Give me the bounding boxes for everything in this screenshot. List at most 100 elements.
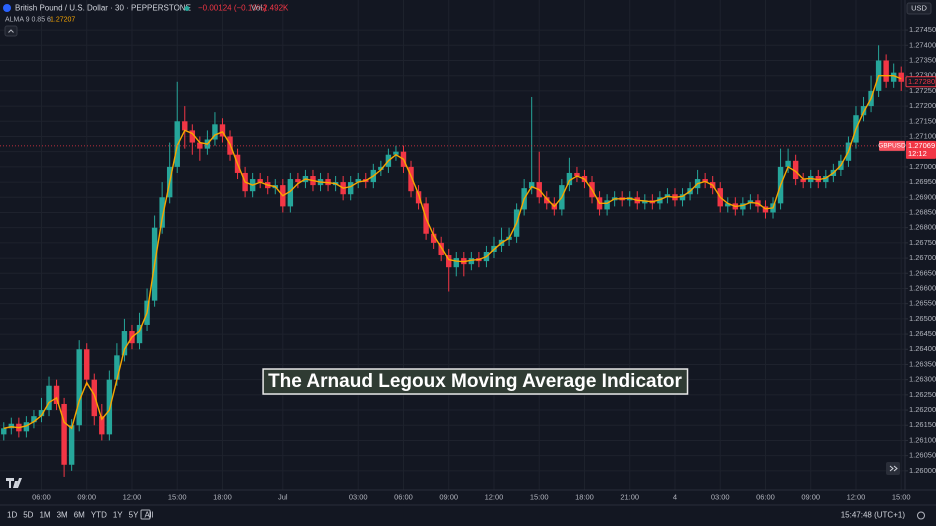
candle-body bbox=[295, 179, 301, 183]
x-tick-label: 03:00 bbox=[711, 492, 730, 501]
y-tick-label: 1.26450 bbox=[909, 329, 936, 338]
date-range-button[interactable] bbox=[140, 509, 151, 520]
y-tick-label: 1.26000 bbox=[909, 466, 936, 475]
x-tick-label: 12:00 bbox=[485, 492, 504, 501]
x-tick-label: 06:00 bbox=[32, 492, 51, 501]
x-tick-label: 09:00 bbox=[801, 492, 820, 501]
price-change: −0.00124 (−0.10%) bbox=[198, 4, 267, 13]
range-button[interactable]: 3M bbox=[57, 511, 68, 520]
candle-body bbox=[792, 160, 799, 180]
currency-box[interactable] bbox=[906, 2, 932, 15]
banner-box bbox=[262, 368, 689, 395]
y-tick-label: 1.26650 bbox=[909, 268, 936, 277]
candle-body bbox=[860, 106, 867, 116]
range-button[interactable]: 1M bbox=[39, 511, 50, 520]
price-badge bbox=[906, 140, 936, 159]
y-tick-label: 1.27300 bbox=[909, 71, 936, 80]
candle-body bbox=[68, 425, 75, 465]
candle-body bbox=[121, 331, 128, 356]
x-tick-label: 06:00 bbox=[756, 492, 775, 501]
x-tick-label: 03:00 bbox=[349, 492, 368, 501]
candle-body bbox=[642, 200, 648, 204]
candle-body bbox=[114, 355, 120, 380]
candle-body bbox=[53, 385, 60, 404]
logo bbox=[6, 478, 22, 488]
alma-layer bbox=[3, 74, 902, 430]
candle-body bbox=[159, 197, 165, 228]
x-tick-label: 21:00 bbox=[620, 492, 639, 501]
candle-body bbox=[219, 124, 226, 137]
candle-body bbox=[528, 182, 535, 189]
y-tick-label: 1.26400 bbox=[909, 344, 936, 353]
candle-body bbox=[287, 179, 294, 207]
x-tick-label: 15:00 bbox=[530, 492, 549, 501]
candle-body bbox=[38, 410, 45, 417]
y-tick-label: 1.26350 bbox=[909, 359, 936, 368]
candle-body bbox=[84, 349, 90, 380]
candle-body bbox=[430, 233, 437, 243]
x-tick-label: 12:00 bbox=[123, 492, 142, 501]
countdown-label: 12:12 bbox=[908, 149, 927, 158]
y-tick-label: 1.27350 bbox=[909, 55, 936, 64]
range-button[interactable]: 6M bbox=[74, 511, 85, 520]
x-tick-label: 4 bbox=[673, 492, 677, 501]
last-price-label: 1.27280 bbox=[908, 77, 935, 86]
candle-body bbox=[197, 142, 203, 149]
candle-body bbox=[393, 151, 399, 155]
currency[interactable]: USD bbox=[911, 3, 927, 12]
candle-body bbox=[408, 166, 414, 192]
candle-body bbox=[378, 166, 384, 170]
x-tick-label: 15:00 bbox=[892, 492, 911, 501]
y-tick-label: 1.26700 bbox=[909, 253, 936, 262]
range-button[interactable]: YTD bbox=[91, 511, 107, 520]
candle-body bbox=[446, 255, 452, 268]
y-tick-label: 1.26600 bbox=[909, 283, 936, 292]
range-button[interactable]: 1Y bbox=[113, 511, 123, 520]
candle-body bbox=[800, 179, 806, 183]
candle-body bbox=[725, 203, 731, 207]
y-tick-label: 1.26550 bbox=[909, 299, 936, 308]
x-tick-label: 18:00 bbox=[213, 492, 232, 501]
candle-body bbox=[99, 416, 105, 435]
y-tick-label: 1.27150 bbox=[909, 116, 936, 125]
candle-body bbox=[468, 258, 475, 265]
y-tick-label: 1.26150 bbox=[909, 420, 936, 429]
y-tick-label: 1.27000 bbox=[909, 162, 936, 171]
candle-body bbox=[823, 175, 829, 183]
alma-line bbox=[3, 74, 902, 430]
candle-body bbox=[23, 422, 30, 432]
candle-body bbox=[415, 191, 422, 204]
candle-body bbox=[355, 179, 361, 183]
symbol-icon bbox=[3, 4, 11, 12]
candle-body bbox=[76, 349, 82, 426]
x-tick-label: Jul bbox=[278, 492, 288, 501]
grid bbox=[0, 0, 905, 490]
range-button[interactable]: 5D bbox=[23, 511, 33, 520]
market-status-dot bbox=[184, 6, 190, 11]
settings-button[interactable] bbox=[917, 511, 925, 520]
x-tick-label: 18:00 bbox=[575, 492, 594, 501]
candle-body bbox=[257, 179, 263, 183]
candle-body bbox=[61, 403, 67, 465]
symbol-badge-label: GBPUSD bbox=[878, 143, 906, 150]
x-tick-label: 15:00 bbox=[168, 492, 187, 501]
range-button[interactable]: 5Y bbox=[129, 511, 139, 520]
candle-body bbox=[890, 72, 897, 82]
volume-label: Vol bbox=[251, 4, 262, 13]
candle-body bbox=[604, 200, 610, 210]
range-button[interactable]: 1D bbox=[7, 511, 17, 520]
candle-body bbox=[574, 172, 580, 176]
candle-body bbox=[740, 203, 746, 210]
y-tick-label: 1.26500 bbox=[909, 314, 936, 323]
volume-value: 2.492K bbox=[263, 4, 289, 13]
symbol-title: British Pound / U.S. Dollar · 30 · PEPPE… bbox=[15, 4, 191, 13]
x-tick-label: 06:00 bbox=[394, 492, 413, 501]
y-tick-label: 1.27450 bbox=[909, 25, 936, 34]
scroll-icon bbox=[889, 465, 898, 472]
range-button[interactable]: All bbox=[144, 511, 153, 520]
collapse-icon bbox=[8, 29, 14, 33]
collapse-button[interactable] bbox=[4, 25, 18, 37]
